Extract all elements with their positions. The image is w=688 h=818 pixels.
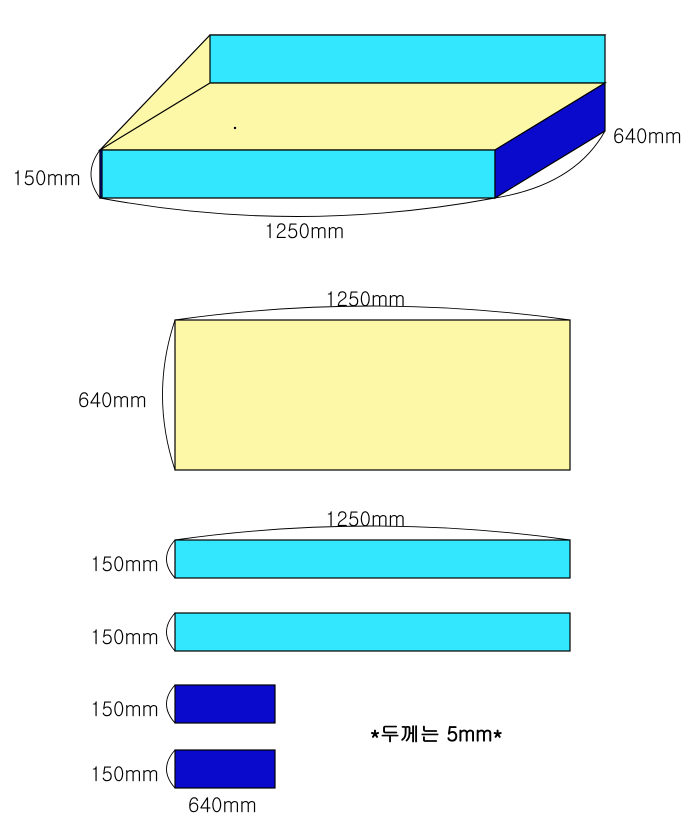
panel-front-dim-left — [167, 540, 176, 578]
diagram-stage: 1250mm 640mm 150mm 1250mm 640mm 1250mm 1… — [0, 0, 688, 817]
panel-side-a-dim-left — [167, 685, 176, 723]
panel-side-b-dim-left — [167, 750, 176, 788]
label-p0-top: 1250mm — [325, 283, 405, 312]
panel-side-a — [175, 685, 275, 723]
label-p4-bottom: 640mm — [188, 789, 257, 818]
thickness-note: *두께는 5mm* — [370, 718, 503, 747]
label-p1-left: 150mm — [90, 548, 159, 577]
panel-side-b — [175, 750, 275, 788]
panel-bottom — [175, 320, 570, 470]
label-p2-left: 150mm — [90, 621, 159, 650]
label-p4-left: 150mm — [90, 758, 159, 787]
panel-bottom-dim-left — [163, 320, 176, 470]
panel-front — [175, 540, 570, 578]
panel-back — [175, 613, 570, 651]
panel-back-dim-left — [167, 613, 176, 651]
label-p1-top: 1250mm — [325, 503, 405, 532]
label-p0-left: 640mm — [78, 384, 147, 413]
label-p3-left: 150mm — [90, 693, 159, 722]
